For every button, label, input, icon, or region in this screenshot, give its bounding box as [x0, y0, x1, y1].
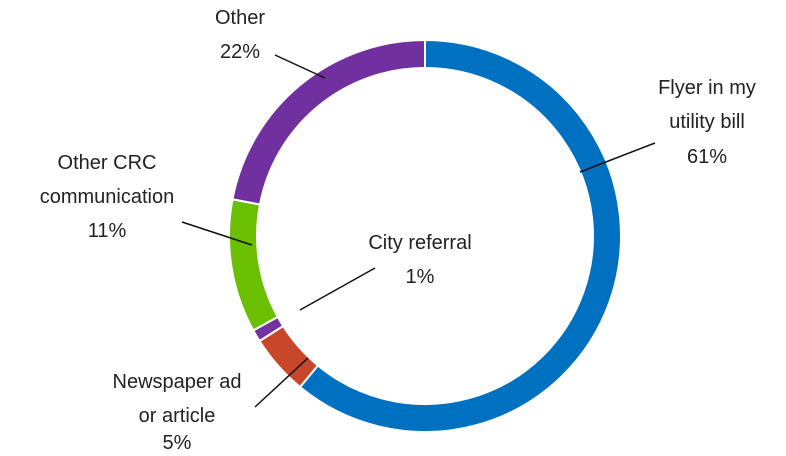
value-label: 5%: [162, 432, 192, 454]
value-label: 1%: [405, 266, 435, 288]
category-label: Flyer in my utility bill: [658, 77, 756, 133]
leader-line: [181, 221, 253, 246]
leader-line: [299, 267, 376, 311]
category-label: Newspaper ad or article: [112, 371, 242, 427]
value-label: 11%: [87, 220, 127, 242]
donut-segment: [228, 198, 280, 332]
category-label: City referral: [368, 232, 472, 254]
category-label: Other: [214, 7, 266, 29]
value-label: 61%: [686, 146, 728, 168]
donut-segment: [298, 38, 622, 433]
donut-segment: [231, 38, 426, 206]
leader-line: [254, 357, 309, 408]
leader-line: [579, 142, 656, 173]
category-label: Other CRC communication: [39, 152, 175, 208]
value-label: 22%: [219, 41, 261, 63]
leader-line: [274, 54, 326, 79]
